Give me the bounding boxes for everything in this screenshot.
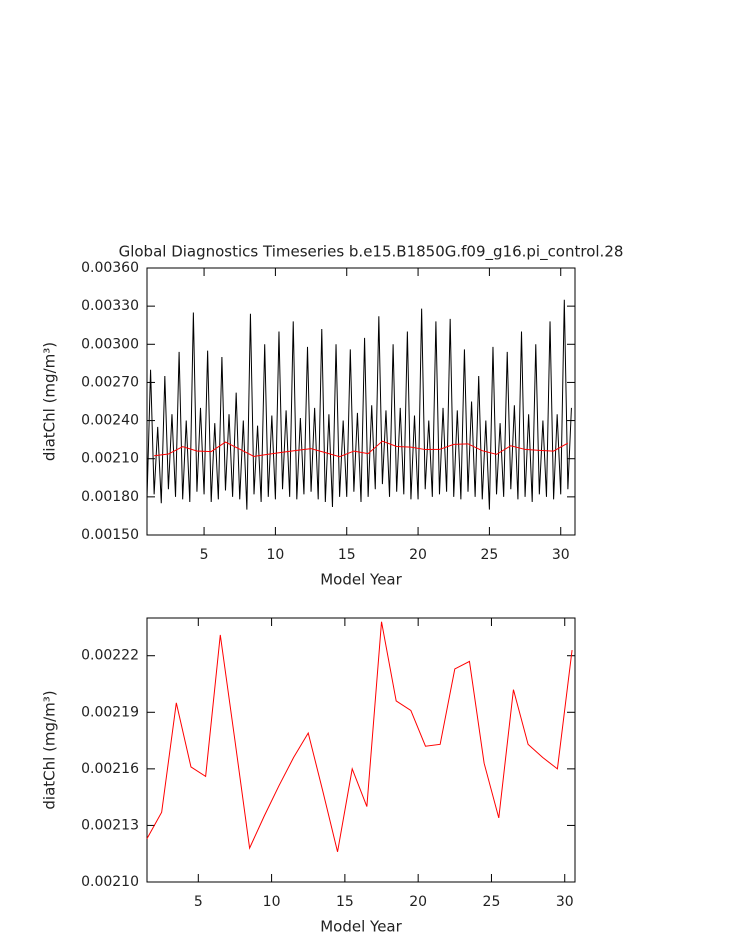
x-tick-label: 30 [556,894,574,910]
chart-title: Global Diagnostics Timeseries b.e15.B185… [119,243,624,262]
x-tick-label: 10 [266,547,284,563]
x-tick-label: 25 [480,547,498,563]
y-tick-label: 0.00360 [81,260,139,276]
y-tick-label: 0.00219 [81,704,139,720]
x-tick-label: 15 [338,547,356,563]
y-tick-label: 0.00300 [81,336,139,352]
data-line [146,621,573,852]
x-tick-label: 15 [336,894,354,910]
y-tick-label: 0.00240 [81,413,139,429]
x-axis-label: Model Year [320,918,402,936]
x-tick-label: 20 [409,547,427,563]
x-tick-label: 20 [409,894,427,910]
x-tick-label: 30 [552,547,570,563]
x-tick-label: 5 [194,894,203,910]
x-tick-label: 5 [200,547,209,563]
x-axis-label: Model Year [320,571,402,589]
plot-frame [146,267,576,536]
y-tick-label: 0.00216 [81,761,139,777]
y-tick-label: 0.00180 [81,489,139,505]
data-line [154,440,569,458]
y-axis-label: diatChl (mg/m³) [41,342,59,461]
x-tick-label: 25 [483,894,501,910]
y-tick-label: 0.00330 [81,298,139,314]
data-line [146,299,572,510]
y-tick-label: 0.00210 [81,451,139,467]
y-tick-label: 0.00213 [81,817,139,833]
x-tick-label: 10 [263,894,281,910]
y-axis-label: diatChl (mg/m³) [41,690,59,809]
y-tick-label: 0.00150 [81,527,139,543]
plot-frame [146,617,576,883]
y-tick-label: 0.00270 [81,374,139,390]
y-tick-label: 0.00210 [81,874,139,890]
y-tick-label: 0.00222 [81,648,139,664]
